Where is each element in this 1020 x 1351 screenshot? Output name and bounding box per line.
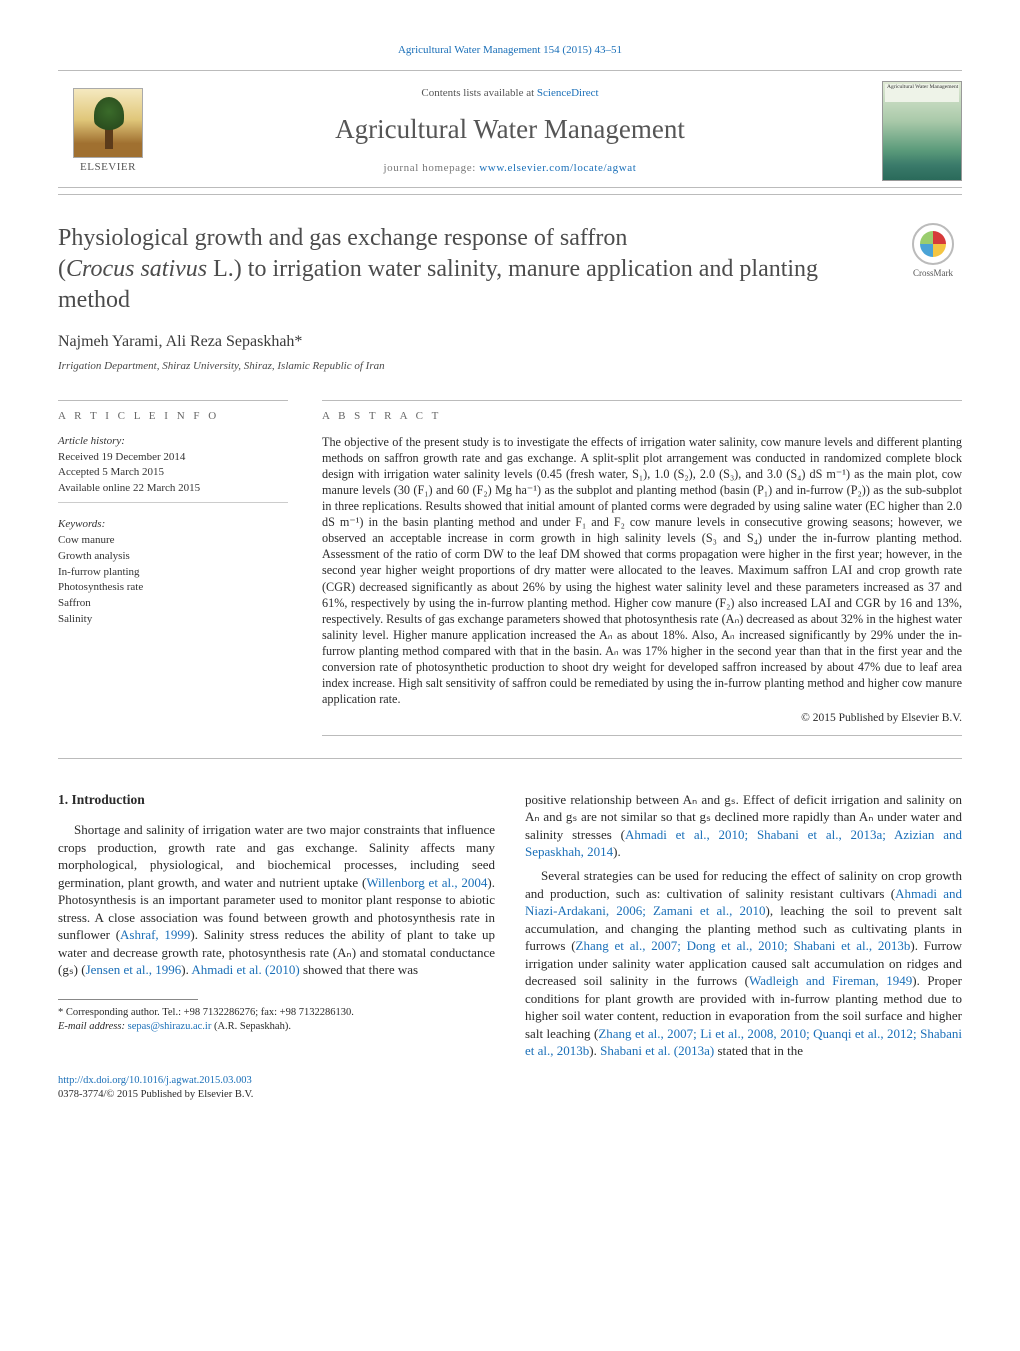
- corresponding-star-icon: *: [294, 333, 302, 350]
- crossmark-label: CrossMark: [913, 268, 953, 278]
- keywords-block: Keywords: Cow manure Growth analysis In-…: [58, 517, 288, 627]
- author-sep: ,: [158, 333, 165, 350]
- title-line1: Physiological growth and gas exchange re…: [58, 225, 627, 251]
- accepted-date: Accepted 5 March 2015: [58, 465, 288, 480]
- online-date: Available online 22 March 2015: [58, 481, 288, 496]
- crossmark-icon: [912, 223, 954, 265]
- contents-prefix: Contents lists available at: [421, 87, 536, 99]
- footer-copyright: 0378-3774/© 2015 Published by Elsevier B…: [58, 1088, 962, 1102]
- ref-link[interactable]: Zhang et al., 2007; Dong et al., 2010; S…: [576, 938, 911, 953]
- journal-name: Agricultural Water Management: [172, 111, 848, 147]
- footnote-contact: * Corresponding author. Tel.: +98 713228…: [58, 1006, 495, 1020]
- keywords-label: Keywords:: [58, 517, 288, 532]
- text-run: stated that in the: [714, 1043, 803, 1058]
- para: positive relationship between Aₙ and gₛ.…: [525, 791, 962, 861]
- ref-link[interactable]: Wadleigh and Fireman, 1949: [749, 973, 912, 988]
- email-link[interactable]: sepas@shirazu.ac.ir: [128, 1021, 212, 1032]
- para: Shortage and salinity of irrigation wate…: [58, 821, 495, 979]
- section-heading-intro: 1. Introduction: [58, 791, 495, 809]
- crossmark-badge[interactable]: CrossMark: [904, 223, 962, 279]
- history-label: Article history:: [58, 434, 288, 449]
- para: Several strategies can be used for reduc…: [525, 867, 962, 1060]
- ref-link[interactable]: Ahmadi et al. (2010): [191, 962, 299, 977]
- text-run: showed that there was: [300, 962, 418, 977]
- keyword: Cow manure: [58, 533, 288, 548]
- publisher-logo-block: ELSEVIER: [58, 88, 158, 175]
- received-date: Received 19 December 2014: [58, 450, 288, 465]
- doi-link[interactable]: http://dx.doi.org/10.1016/j.agwat.2015.0…: [58, 1075, 252, 1086]
- author-1[interactable]: Najmeh Yarami: [58, 333, 158, 350]
- ref-link[interactable]: Willenborg et al., 2004: [366, 875, 487, 890]
- publisher-name: ELSEVIER: [58, 160, 158, 175]
- masthead: ELSEVIER Contents lists available at Sci…: [58, 70, 962, 188]
- body-columns: 1. Introduction Shortage and salinity of…: [58, 791, 962, 1060]
- elsevier-tree-icon: [73, 88, 143, 158]
- email-label: E-mail address:: [58, 1021, 128, 1032]
- journal-cover-thumb: Agricultural Water Management: [882, 81, 962, 181]
- abstract-heading: A B S T R A C T: [322, 400, 962, 424]
- keyword: Photosynthesis rate: [58, 580, 288, 595]
- abstract-copyright: © 2015 Published by Elsevier B.V.: [322, 711, 962, 727]
- text-run: ).: [613, 844, 621, 859]
- homepage-line: journal homepage: www.elsevier.com/locat…: [172, 161, 848, 176]
- keyword: Saffron: [58, 596, 288, 611]
- footnote-rule: [58, 999, 198, 1000]
- divider: [322, 735, 962, 736]
- ref-link[interactable]: Ashraf, 1999: [120, 927, 190, 942]
- keyword: Salinity: [58, 612, 288, 627]
- title-line2-pre: (: [58, 256, 66, 282]
- homepage-prefix: journal homepage:: [384, 162, 480, 174]
- author-2[interactable]: Ali Reza Sepaskhah: [166, 333, 295, 350]
- citation-link[interactable]: Agricultural Water Management 154 (2015)…: [398, 44, 622, 56]
- divider: [58, 194, 962, 195]
- running-head: Agricultural Water Management 154 (2015)…: [58, 40, 962, 58]
- ref-link[interactable]: Jensen et al., 1996: [86, 962, 182, 977]
- article-history: Article history: Received 19 December 20…: [58, 434, 288, 503]
- email-tail: (A.R. Sepaskhah).: [211, 1021, 291, 1032]
- cover-thumb-label: Agricultural Water Management: [887, 85, 958, 91]
- homepage-link[interactable]: www.elsevier.com/locate/agwat: [479, 162, 636, 174]
- affiliation: Irrigation Department, Shiraz University…: [58, 359, 962, 374]
- article-info-heading: A R T I C L E I N F O: [58, 400, 288, 424]
- text-run: ).: [181, 962, 191, 977]
- article-title: Physiological growth and gas exchange re…: [58, 223, 888, 315]
- contents-line: Contents lists available at ScienceDirec…: [172, 86, 848, 101]
- keyword: In-furrow planting: [58, 565, 288, 580]
- corresponding-footnote: * Corresponding author. Tel.: +98 713228…: [58, 1006, 495, 1033]
- sciencedirect-link[interactable]: ScienceDirect: [537, 87, 599, 99]
- doi-line: http://dx.doi.org/10.1016/j.agwat.2015.0…: [58, 1074, 962, 1088]
- keyword: Growth analysis: [58, 549, 288, 564]
- text-run: ).: [589, 1043, 600, 1058]
- divider: [58, 502, 288, 503]
- abstract-body: The objective of the present study is to…: [322, 434, 962, 708]
- author-list: Najmeh Yarami, Ali Reza Sepaskhah*: [58, 331, 962, 353]
- ref-link[interactable]: Shabani et al. (2013a): [600, 1043, 714, 1058]
- divider: [58, 758, 962, 759]
- title-genus: Crocus sativus: [66, 256, 207, 282]
